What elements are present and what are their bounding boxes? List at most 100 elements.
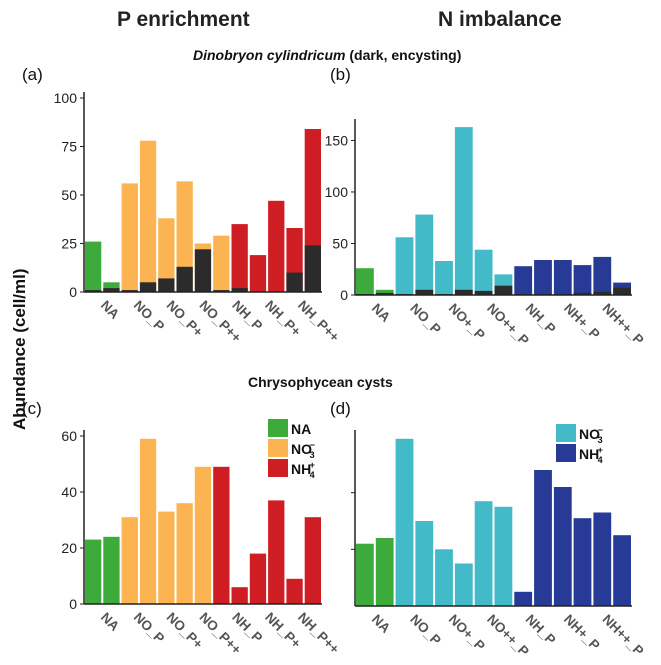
legend-c-superscript: − — [310, 440, 315, 450]
bar — [286, 578, 303, 604]
row-title-top: Dinobryon cylindricum (dark, encysting) — [193, 47, 461, 63]
bar — [304, 517, 321, 604]
bar — [593, 256, 612, 295]
bar-encysting — [286, 272, 303, 292]
species-qualifier: (dark, encysting) — [345, 47, 462, 63]
y-tick-label: 100 — [325, 184, 349, 200]
x-tick-label: NA — [369, 301, 394, 326]
bar — [249, 553, 267, 604]
x-tick-label: NH_P++ — [295, 298, 342, 345]
bar-encysting — [375, 292, 394, 295]
y-tick-label: 0 — [69, 284, 77, 300]
bar — [194, 466, 212, 604]
bar — [176, 181, 193, 292]
x-tick-label: NO_P — [131, 298, 168, 335]
bar — [435, 261, 453, 295]
bar-encysting — [121, 290, 138, 292]
y-tick-label: 50 — [61, 187, 77, 203]
y-tick-label: 75 — [61, 139, 77, 155]
bar-encysting — [613, 287, 631, 295]
y-tick-label: 0 — [340, 287, 348, 303]
bar-encysting — [194, 249, 212, 292]
x-tick-label: NH++_P — [599, 301, 646, 348]
bar — [593, 512, 612, 606]
bar — [121, 517, 138, 604]
y-tick-label: 150 — [325, 132, 349, 148]
bar-encysting — [85, 290, 102, 292]
bar-encysting — [176, 266, 193, 292]
y-tick-label: 25 — [61, 236, 77, 252]
legend-d-subscript: 3 — [598, 435, 603, 445]
bar — [103, 536, 120, 604]
legend-d-superscript: + — [598, 445, 603, 455]
bar — [474, 501, 493, 606]
bar — [573, 518, 592, 606]
bar — [139, 438, 157, 604]
bar — [474, 249, 493, 295]
bar-encysting — [158, 278, 175, 292]
panel-letter: (b) — [330, 65, 351, 84]
bar-encysting — [304, 245, 321, 292]
legend-d-label: NH — [579, 446, 599, 462]
bar — [573, 265, 592, 295]
x-tick-label: NA — [98, 610, 123, 635]
legend-c-label: NH — [291, 461, 311, 477]
x-tick-label: NH++_P — [599, 612, 646, 659]
bar — [139, 140, 157, 292]
panel-letter: (d) — [330, 399, 351, 418]
bar — [553, 260, 572, 295]
bar — [268, 200, 285, 292]
bar — [231, 587, 248, 604]
bar — [395, 237, 414, 295]
x-tick-label: NH_P+ — [262, 610, 304, 652]
bar-encysting — [593, 291, 612, 295]
bar — [356, 268, 374, 295]
legend-c-swatch — [268, 439, 288, 457]
legend-d-swatch — [556, 424, 576, 442]
legend-c-swatch — [268, 419, 288, 437]
bar-encysting — [415, 289, 434, 295]
column-title-n-imbalance: N imbalance — [438, 8, 562, 31]
bar — [375, 538, 394, 606]
bar — [85, 539, 102, 604]
bar — [435, 549, 453, 606]
legend-c-superscript: + — [310, 460, 315, 470]
bar-encysting — [454, 289, 473, 295]
y-tick-label: 20 — [61, 540, 77, 556]
species-name: Dinobryon cylindricum — [193, 47, 346, 63]
legend-c-label: NA — [291, 421, 311, 437]
bar — [395, 438, 414, 606]
legend-c-subscript: 3 — [310, 450, 315, 460]
x-tick-label: NO_P — [131, 610, 168, 647]
bar — [121, 183, 138, 292]
bar-encysting — [231, 288, 248, 292]
bar — [494, 506, 513, 606]
x-tick-label: NA — [369, 612, 394, 637]
y-tick-label: 50 — [332, 235, 348, 251]
bar — [231, 224, 248, 292]
bar — [454, 563, 473, 606]
x-tick-label: NH_P+ — [262, 298, 304, 340]
bar — [534, 470, 552, 606]
legend-c-swatch — [268, 459, 288, 477]
bar-encysting — [494, 285, 513, 295]
bar — [454, 127, 473, 295]
bar — [613, 535, 631, 606]
x-tick-label: NH_P — [523, 301, 559, 337]
bar — [553, 487, 572, 606]
bar — [85, 241, 102, 292]
bar — [534, 260, 552, 295]
panel-letter: (c) — [22, 399, 42, 418]
x-tick-label: NA — [98, 298, 123, 323]
bar — [176, 503, 193, 604]
bar — [213, 466, 230, 604]
bar — [514, 591, 533, 606]
bar — [158, 218, 175, 292]
bar-encysting — [213, 290, 230, 292]
y-tick-label: 100 — [54, 90, 78, 106]
bar-encysting — [103, 288, 120, 292]
x-tick-label: NO_P — [407, 612, 444, 649]
legend-c-subscript: 4 — [310, 470, 315, 480]
